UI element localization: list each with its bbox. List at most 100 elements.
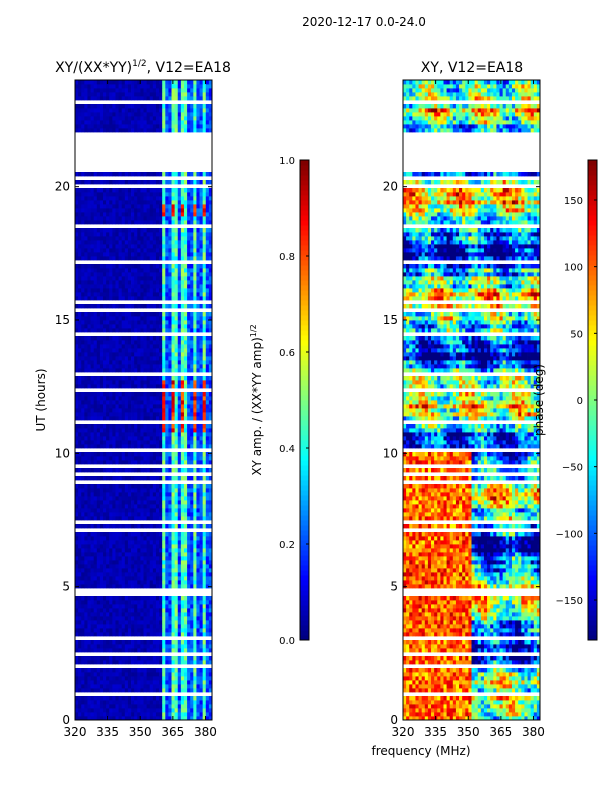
amp-heatmap-cell	[180, 532, 185, 537]
amp-heatmap-cell	[140, 204, 144, 209]
amp-heatmap-cell	[109, 292, 113, 297]
amp-heatmap-cell	[208, 292, 213, 297]
amp-heatmap-cell	[183, 576, 188, 581]
amp-heatmap-cell	[118, 656, 123, 661]
amp-heatmap-cell	[174, 508, 179, 513]
amp-heatmap-cell	[149, 700, 154, 705]
amp-heatmap-cell	[187, 716, 191, 721]
amp-heatmap-cell	[131, 572, 135, 577]
amp-heatmap-cell	[137, 316, 141, 321]
amp-heatmap-cell	[131, 632, 135, 637]
amp-heatmap-cell	[103, 544, 107, 549]
amp-heatmap-cell	[87, 440, 91, 445]
amp-heatmap-cell	[190, 488, 194, 493]
amp-heatmap-cell	[134, 356, 138, 361]
amp-heatmap-cell	[140, 532, 144, 537]
amp-heatmap-cell	[152, 404, 157, 409]
amp-heatmap-cell	[87, 596, 91, 601]
amp-heatmap-cell	[155, 428, 160, 433]
amp-heatmap-cell	[143, 344, 148, 349]
amp-heatmap-cell	[165, 696, 169, 701]
amp-heatmap-cell	[196, 356, 200, 361]
amp-heatmap-cell	[202, 336, 207, 341]
amp-heatmap-cell	[115, 576, 119, 581]
amp-heatmap-cell	[127, 368, 132, 373]
amp-heatmap-cell	[177, 640, 182, 645]
amp-heatmap-cell	[81, 708, 85, 713]
amp-heatmap-cell	[205, 264, 210, 269]
amp-heatmap-cell	[177, 524, 182, 529]
amp-heatmap-cell	[84, 288, 88, 293]
amp-heatmap-cell	[121, 556, 126, 561]
amp-heatmap-cell	[171, 208, 176, 213]
amp-heatmap-cell	[155, 600, 160, 605]
amp-heatmap-cell	[196, 544, 200, 549]
amp-heatmap-cell	[93, 264, 98, 269]
amp-heatmap-cell	[177, 320, 182, 325]
amp-heatmap-cell	[177, 204, 182, 209]
amp-heatmap-cell	[124, 712, 129, 717]
amp-heatmap-cell	[196, 252, 200, 257]
amp-heatmap-cell	[174, 696, 179, 701]
amp-heatmap-cell	[183, 400, 188, 405]
amp-heatmap-cell	[162, 660, 166, 665]
amp-heatmap-cell	[190, 500, 194, 505]
amp-heatmap-cell	[78, 456, 82, 461]
amp-heatmap-cell	[99, 628, 104, 633]
amp-heatmap-cell	[127, 704, 132, 709]
amp-heatmap-cell	[202, 312, 207, 317]
amp-heatmap-cell	[115, 532, 119, 537]
amp-heatmap-cell	[146, 680, 151, 685]
amp-heatmap-cell	[93, 704, 98, 709]
amp-heatmap-cell	[99, 660, 104, 665]
amp-heatmap-cell	[81, 344, 85, 349]
amp-heatmap-cell	[159, 244, 163, 249]
amp-heatmap-cell	[143, 488, 148, 493]
amp-heatmap-cell	[109, 484, 113, 489]
amp-heatmap-cell	[177, 660, 182, 665]
amp-heatmap-cell	[93, 320, 98, 325]
amp-heatmap-cell	[90, 532, 95, 537]
amp-heatmap-cell	[106, 352, 110, 357]
amp-heatmap-cell	[165, 452, 169, 457]
amp-heatmap-cell	[162, 404, 166, 409]
amp-heatmap-cell	[152, 280, 157, 285]
amp-heatmap-cell	[168, 380, 172, 385]
amp-heatmap-cell	[196, 596, 200, 601]
amp-heatmap-cell	[187, 460, 191, 465]
amp-heatmap-cell	[159, 564, 163, 569]
amp-heatmap-cell	[174, 436, 179, 441]
amp-heatmap-cell	[127, 384, 132, 389]
amp-heatmap-cell	[75, 500, 79, 505]
amp-heatmap-cell	[180, 296, 185, 301]
amp-heatmap-cell	[168, 296, 172, 301]
amp-heatmap-cell	[75, 392, 79, 397]
amp-heatmap-cell	[174, 524, 179, 529]
amp-heatmap-cell	[152, 352, 157, 357]
amp-heatmap-cell	[134, 476, 138, 481]
amp-heatmap-cell	[162, 416, 166, 421]
amp-heatmap-cell	[103, 596, 107, 601]
amp-heatmap-cell	[121, 488, 126, 493]
amp-heatmap-cell	[143, 536, 148, 541]
amp-heatmap-cell	[112, 392, 116, 397]
amp-heatmap-cell	[159, 468, 163, 473]
amp-heatmap-cell	[96, 296, 101, 301]
amp-heatmap-cell	[124, 188, 129, 193]
amp-heatmap-cell	[99, 396, 104, 401]
amp-heatmap-cell	[168, 364, 172, 369]
amp-heatmap-cell	[87, 620, 91, 625]
amp-heatmap-cell	[171, 196, 176, 201]
amp-heatmap-cell	[124, 232, 129, 237]
amp-heatmap-cell	[196, 672, 200, 677]
amp-heatmap-cell	[165, 660, 169, 665]
amp-heatmap-cell	[183, 236, 188, 241]
amp-heatmap-cell	[205, 456, 210, 461]
amp-heatmap-cell	[187, 644, 191, 649]
amp-heatmap-cell	[93, 384, 98, 389]
amp-heatmap-cell	[87, 352, 91, 357]
amp-heatmap-cell	[149, 276, 154, 281]
amp-heatmap-cell	[140, 284, 144, 289]
amp-heatmap-cell	[84, 676, 88, 681]
amp-heatmap-cell	[127, 540, 132, 545]
